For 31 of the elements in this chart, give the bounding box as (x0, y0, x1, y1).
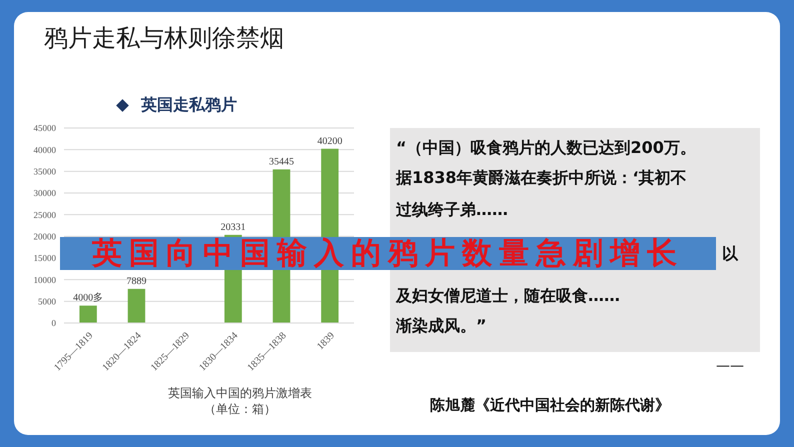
y-tick-label: 40000 (34, 144, 56, 155)
text: 过纨绔子弟…… (396, 200, 508, 221)
text: 陈旭麓《近代中国社会的新陈代谢》 (430, 396, 670, 415)
chart-title: 鸦片走私与林则徐禁烟 (44, 23, 284, 54)
y-tick-label: 20000 (34, 232, 56, 242)
text: 以 (722, 244, 738, 265)
y-tick-label: 25000 (34, 210, 56, 220)
text: 渐染成风。” (396, 316, 487, 337)
y-tick-label: 0 (52, 318, 56, 328)
x-axis-title: 英国输入中国的鸦片激增表 (167, 385, 313, 402)
y-tick-label: 45000 (34, 123, 56, 134)
text: 及妇女僧尼道士，随在吸食…… (396, 286, 620, 307)
text: “（中国）吸食鸦片的人数已达到200万。 (396, 138, 696, 159)
bar (128, 288, 146, 323)
y-tick-label: 10000 (34, 274, 56, 285)
y-tick-label: 15000 (34, 253, 56, 264)
chart-subtitle: 英国走私鸦片 (141, 95, 237, 116)
data-label: 35445 (269, 156, 294, 168)
text: 据1838年黄爵滋在奏折中所说：‘其初不 (396, 168, 687, 189)
data-label: 20331 (220, 222, 246, 233)
y-tick-label: 30000 (34, 188, 56, 198)
y-tick-label: 5000 (38, 296, 56, 307)
y-tick-label: 35000 (34, 166, 56, 177)
x-tick-label: 1839 (315, 330, 337, 352)
data-label: 4000多 (73, 292, 104, 304)
text: （单位：箱） (203, 401, 277, 418)
data-label: 7889 (126, 276, 146, 287)
text: —— (716, 358, 744, 374)
data-label: 40200 (317, 136, 342, 147)
annotation: 英国向中国输入的鸦片数量急剧增长 (92, 236, 684, 270)
bar (79, 306, 97, 323)
